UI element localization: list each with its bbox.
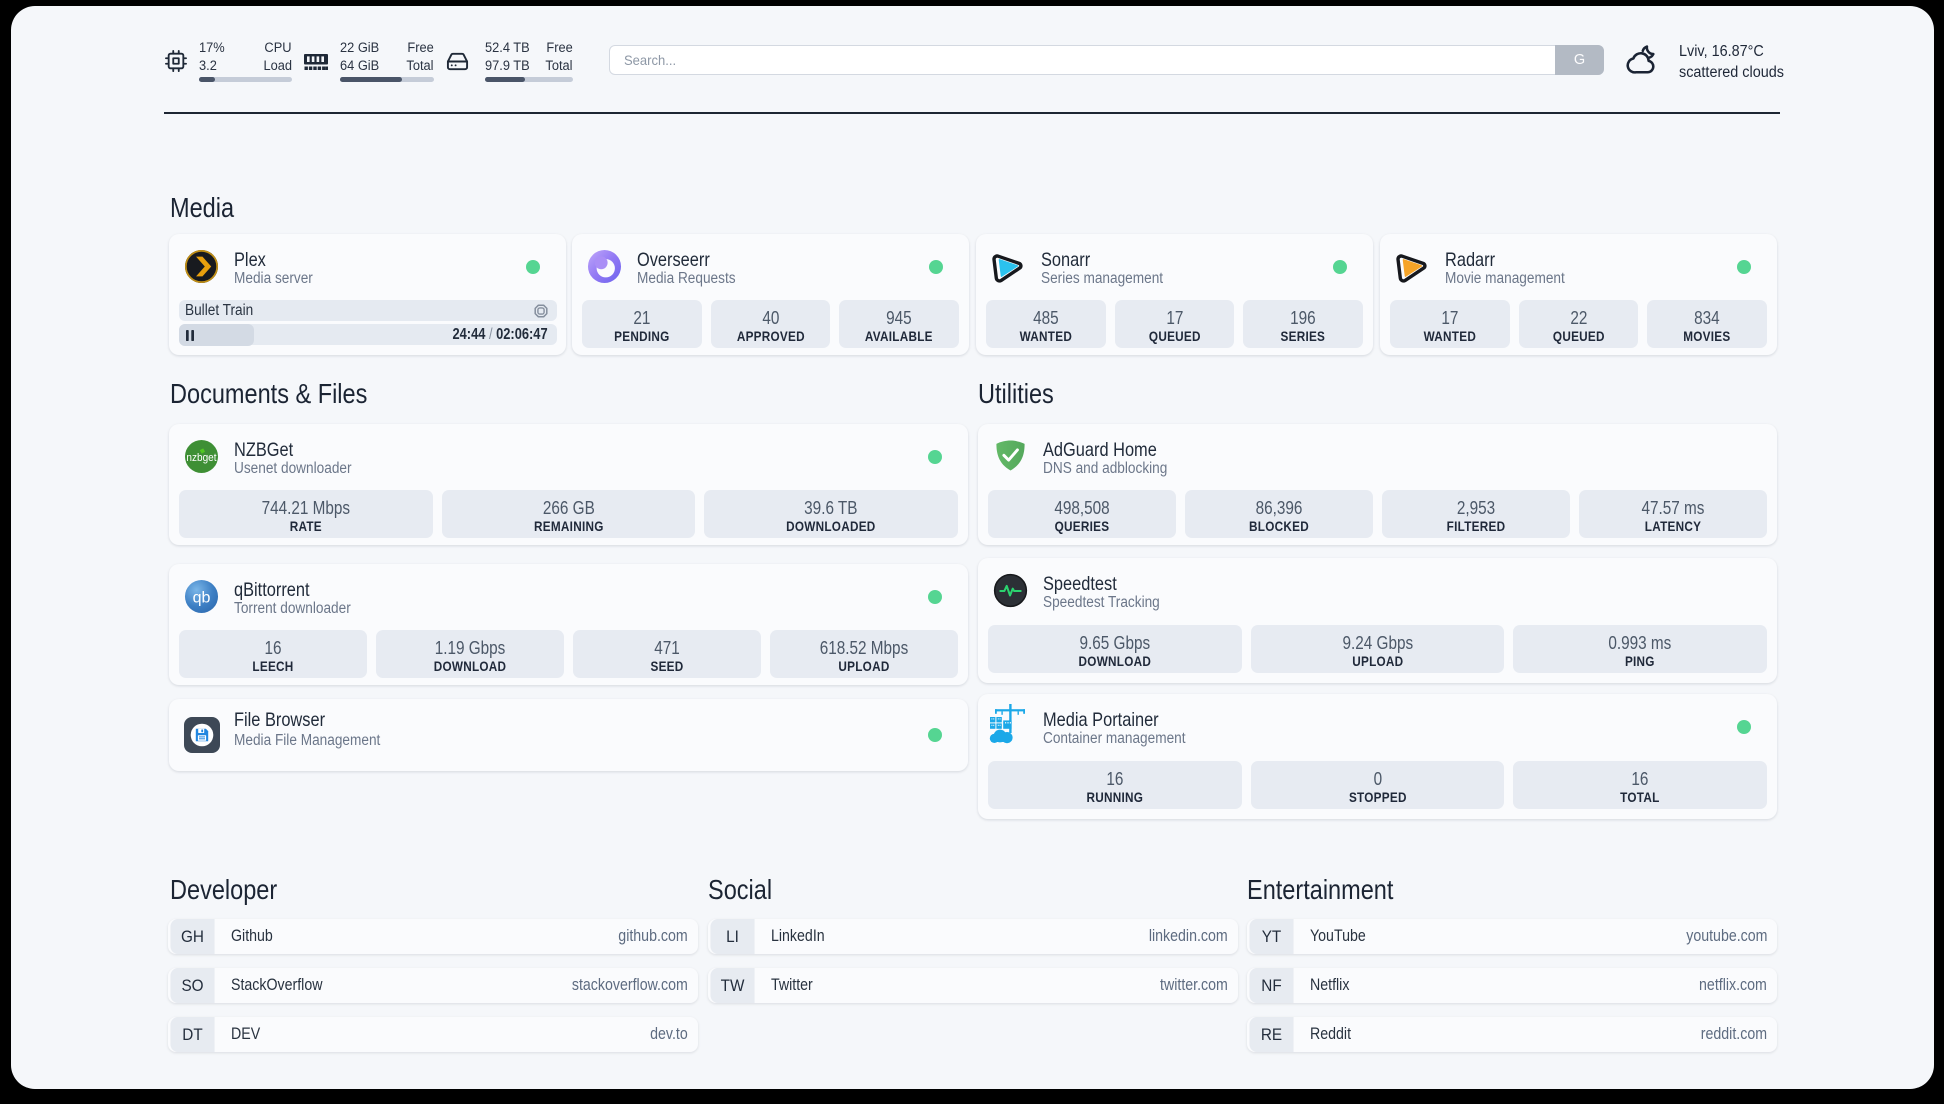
svg-text:nzbget: nzbget (186, 452, 216, 464)
svg-text:qb: qb (193, 588, 211, 606)
